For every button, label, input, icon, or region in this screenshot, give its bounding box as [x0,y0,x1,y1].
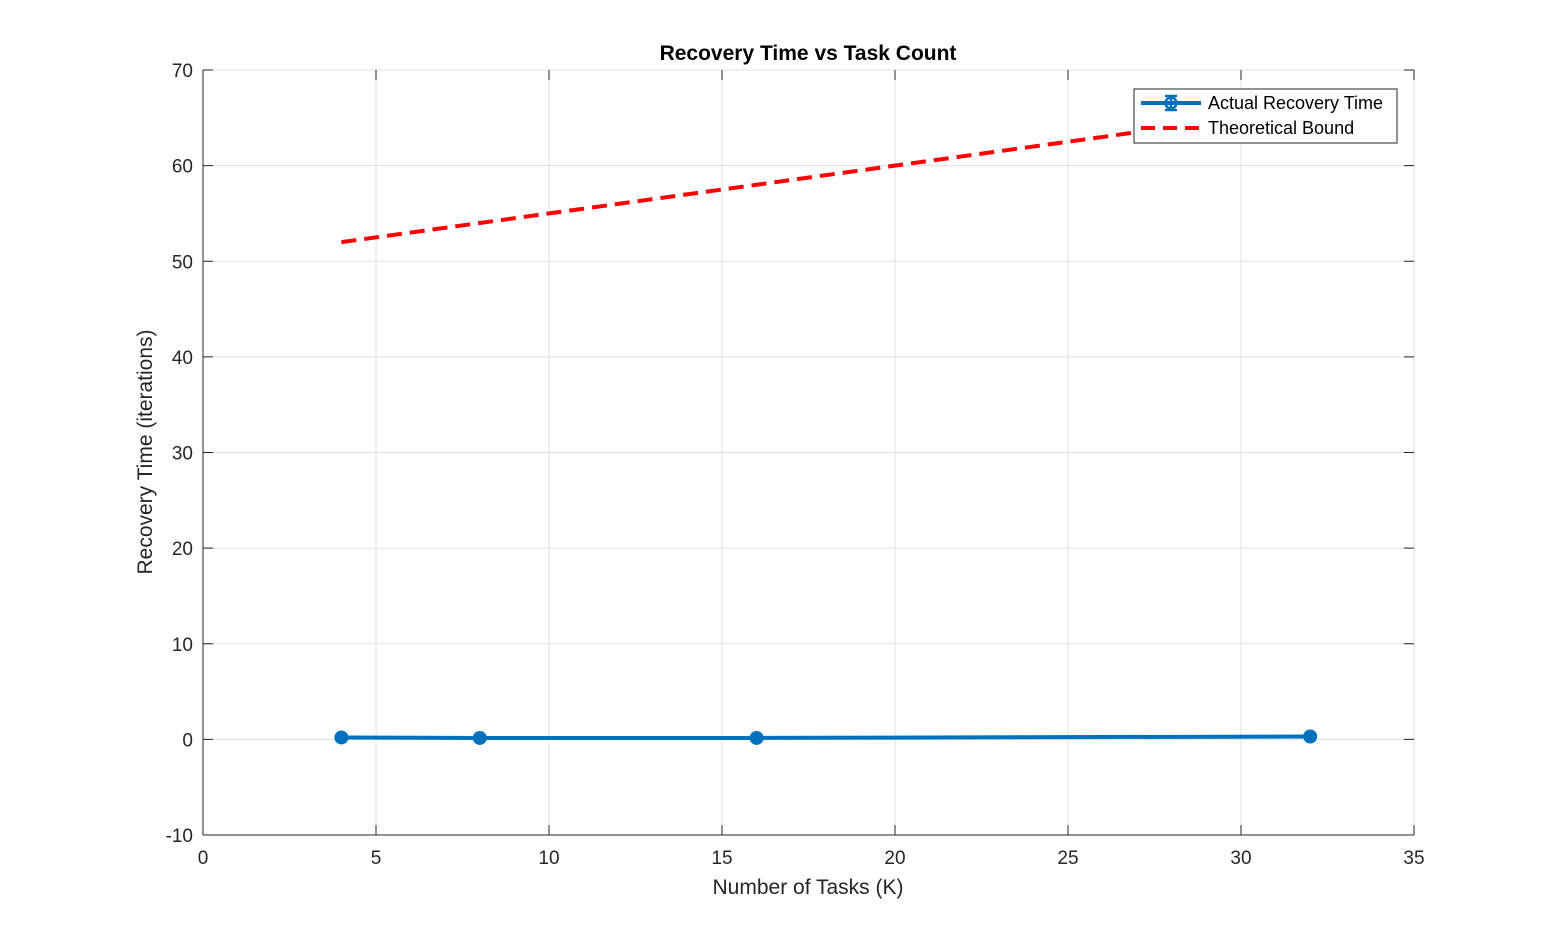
legend: Actual Recovery Time Theoretical Bound [1133,88,1398,144]
y-tick-label: 0 [182,730,193,751]
series-line-theoretical-bound [341,106,1311,245]
data-point-marker [749,730,764,745]
legend-box [1133,88,1398,144]
series-line-actual-recovery-time [341,734,1311,740]
legend-label-actual: Actual Recovery Time [1208,93,1383,113]
x-tick-label: 30 [1230,848,1251,869]
x-tick-label: 15 [711,848,732,869]
series-layer [334,106,1318,745]
y-tick-label: 70 [172,61,193,82]
legend-label-theoretical: Theoretical Bound [1208,118,1354,138]
data-point-marker [334,730,349,745]
x-tick-label: 0 [198,848,209,869]
chart-title: Recovery Time vs Task Count [660,42,957,65]
y-tick-label: 30 [172,444,193,465]
y-tick-label: 40 [172,348,193,369]
x-tick-label: 5 [371,848,382,869]
data-point-marker [472,730,487,745]
data-point-marker [1303,729,1318,744]
y-tick-label: -10 [166,826,193,847]
y-tick-label: 20 [172,539,193,560]
x-axis-label: Number of Tasks (K) [713,876,904,899]
x-tick-label: 20 [884,848,905,869]
y-tick-label: 60 [172,157,193,178]
y-tick-label: 50 [172,252,193,273]
legend-entry-theoretical: Theoretical Bound [1141,118,1354,138]
y-axis-label: Recovery Time (iterations) [134,329,157,574]
x-tick-label: 10 [538,848,559,869]
x-tick-label: 25 [1057,848,1078,869]
legend-entry-actual: Actual Recovery Time [1141,93,1383,113]
legend-marker-actual [1164,96,1178,110]
y-tick-label: 10 [172,635,193,656]
x-tick-label: 35 [1403,848,1424,869]
